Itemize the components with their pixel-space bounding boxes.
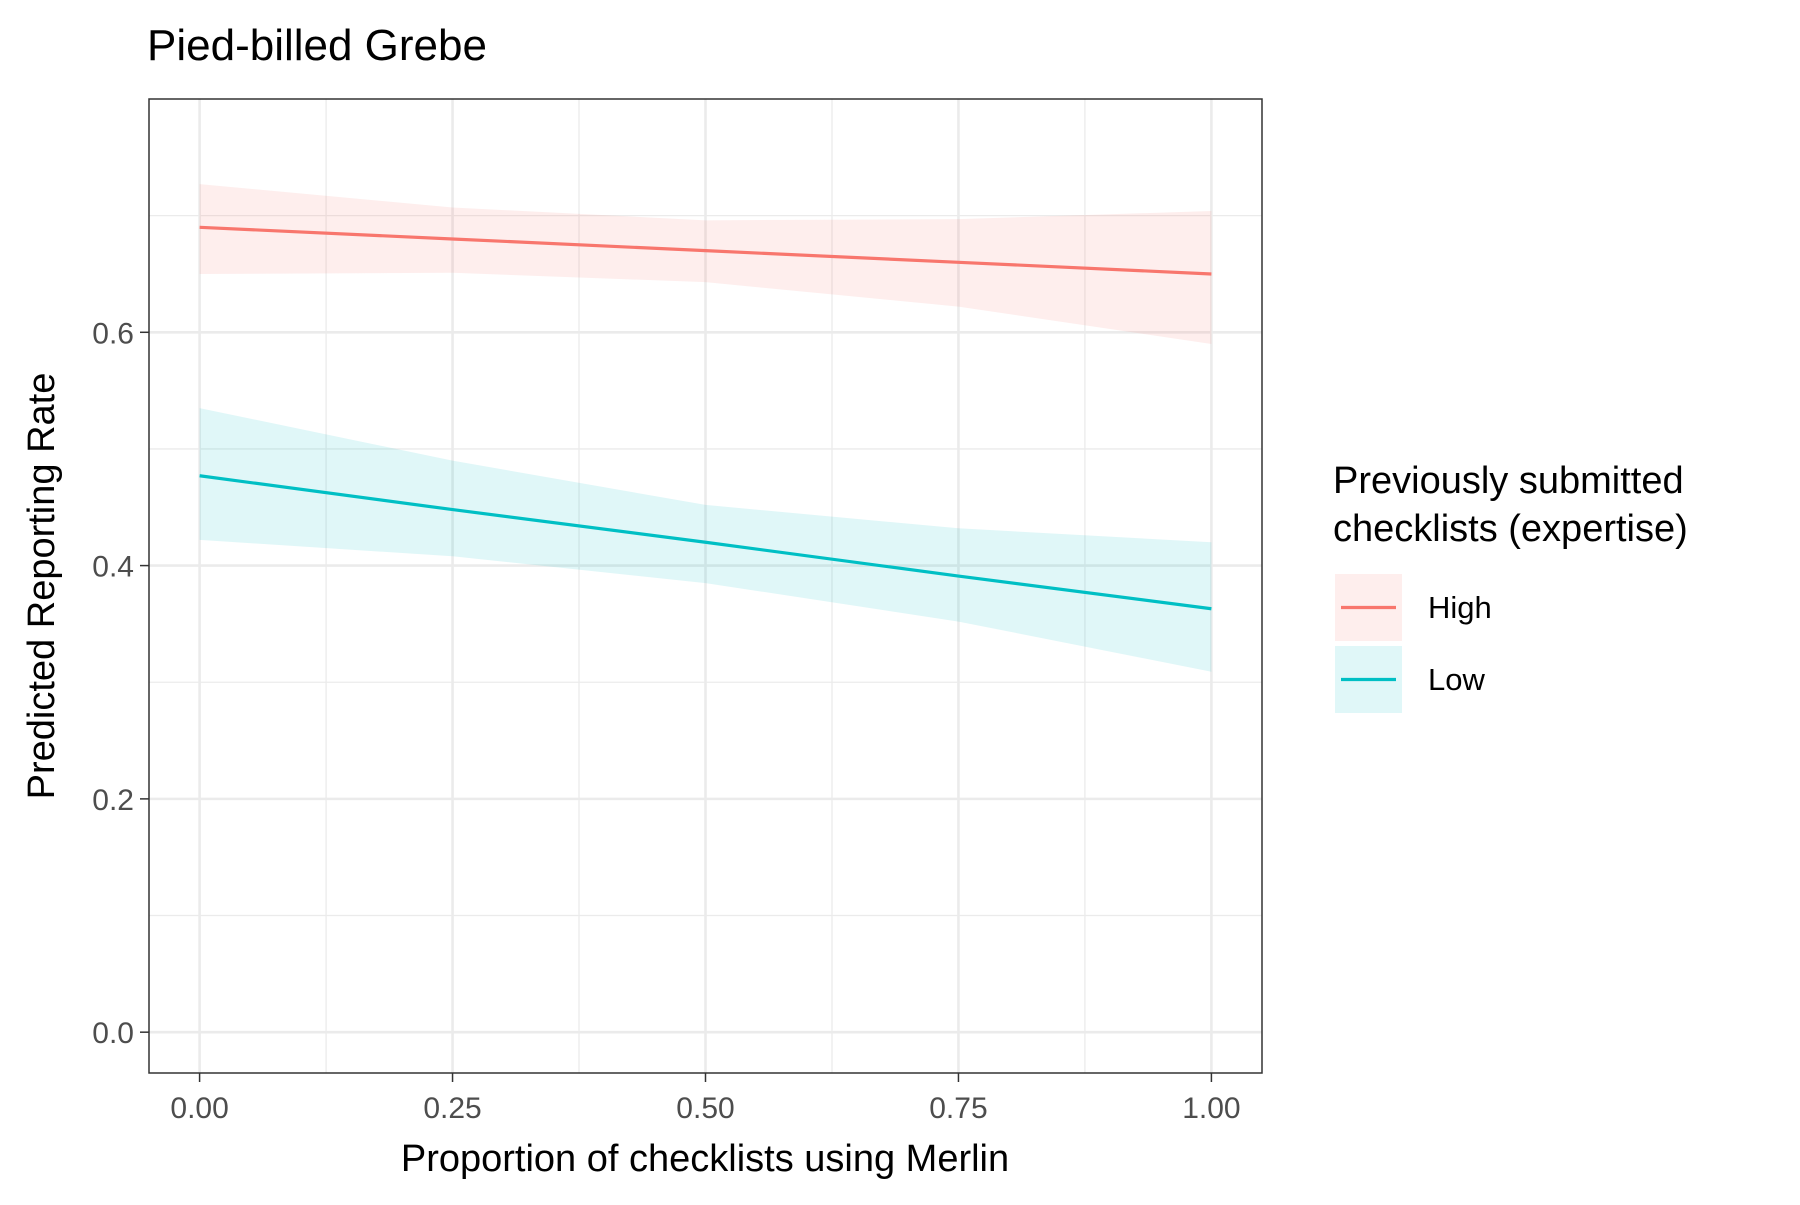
x-tick-label: 0.75 [929,1092,987,1125]
y-axis-label: Predicted Reporting Rate [21,373,63,800]
series-line-low [199,474,1212,611]
chart-title: Pied-billed Grebe [147,21,487,70]
x-tick-label: 0.25 [423,1092,481,1125]
y-tick-label: 0.2 [92,784,134,817]
legend-keys: High Low [1335,574,1492,713]
legend-label-high: High [1428,590,1492,625]
confidence-bands [199,184,1212,672]
legend-item-low: Low [1335,646,1485,713]
legend: Previously submitted checklists (experti… [1333,460,1688,713]
legend-label-low: Low [1428,662,1485,697]
x-tick-label: 1.00 [1182,1092,1240,1125]
y-tick-label: 0.0 [92,1017,134,1050]
legend-title-line-2: checklists (expertise) [1333,508,1688,550]
y-tick-label: 0.6 [92,317,134,350]
confidence-band-low [199,408,1212,672]
confidence-band-high [199,184,1212,344]
y-tick-label: 0.4 [92,551,134,584]
series-line-high [199,225,1212,276]
x-axis-label: Proportion of checklists using Merlin [401,1138,1009,1180]
x-tick-label: 0.50 [676,1092,734,1125]
axes: 0.00 0.25 0.50 0.75 1.00 0.0 0.2 0.4 0.6 [92,317,1240,1125]
x-tick-label: 0.00 [170,1092,228,1125]
grid [149,99,1262,1073]
legend-item-high: High [1335,574,1492,641]
series-lines [199,225,1212,611]
legend-title-line-1: Previously submitted [1333,460,1684,502]
